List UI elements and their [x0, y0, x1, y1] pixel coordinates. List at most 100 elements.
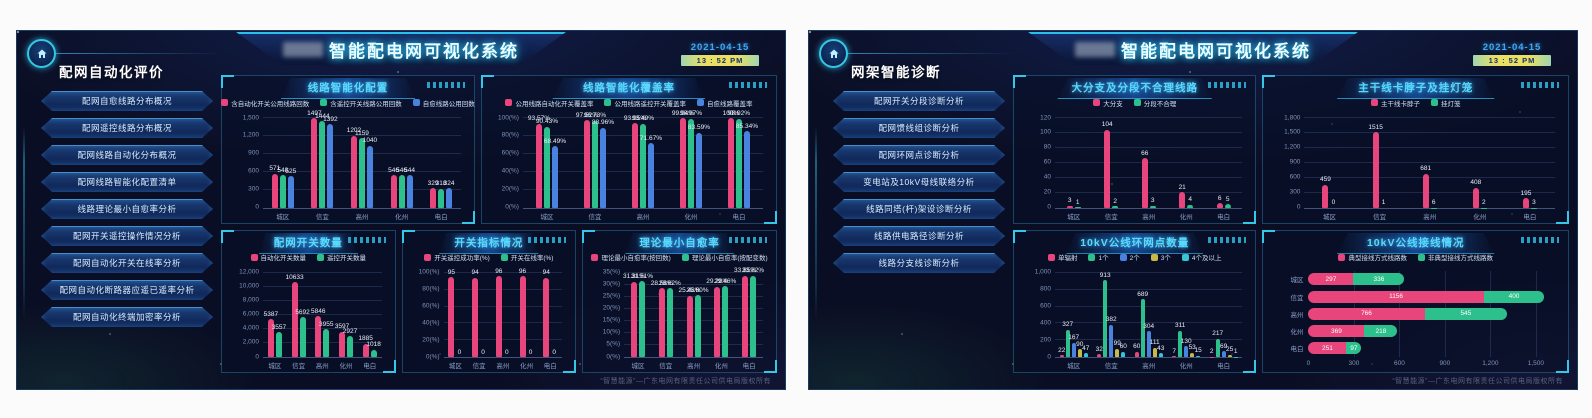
bar: 3597 — [335, 324, 349, 357]
chart-trunk-bottleneck: 主干线卡脖子及挂灯笼 主干线卡脖子 挂灯笼 0 300 600 900 1,200 1,50… — [1262, 75, 1569, 224]
bar: 130 — [1181, 338, 1192, 357]
legend-item[interactable]: 自愈线路公用回数 — [412, 98, 475, 108]
chart-line-intelligent-config: 线路智能化配置 含自动化开关公用线路回数 含遥控开关线路公用回数 自愈线路公用回数 … — [221, 75, 475, 224]
sidebar-item[interactable]: 配网馈线组诊断分析 — [833, 118, 1005, 138]
sidebar-item[interactable]: 配网环网点诊断分析 — [833, 145, 1005, 165]
legend-item[interactable]: 开关在线率(%) — [500, 252, 553, 262]
chart-legend: 大分支 分段不合理 — [1019, 97, 1250, 108]
y-tick-label: 300 — [1289, 188, 1301, 196]
sidebar-item[interactable]: 线路同塔(杆)架设诊断分析 — [833, 199, 1005, 219]
bar: 1018 — [366, 342, 381, 357]
charts-row: 线路智能化配置 含自动化开关公用线路回数 含遥控开关线路公用回数 自愈线路公用回数 … — [221, 75, 778, 224]
copyright-footer: “智慧能源”—广东电网有限责任公司供电局版权所有 — [600, 378, 771, 385]
bar-value-label: 324 — [443, 179, 455, 187]
legend-label: 含自动化开关公用线路回数 — [231, 100, 310, 108]
y-tick-label: 0 — [255, 203, 259, 211]
bar-value-label: 336 — [1373, 275, 1385, 283]
bar-groups: 3 1 104 2 66 3 21 4 6 5 — [1055, 118, 1242, 208]
legend-item[interactable]: 3个 — [1150, 252, 1171, 262]
bar: 60 — [1120, 344, 1127, 357]
sidebar-item[interactable]: 配网开关遥控操作情况分析 — [41, 226, 213, 246]
sidebar-item[interactable]: 配网线路智能化配置清单 — [41, 172, 213, 192]
sidebar-item[interactable]: 变电站及10kV母线联络分析 — [833, 172, 1005, 192]
legend-item[interactable]: 主干线卡脖子 — [1370, 98, 1420, 108]
x-tick-label: 电白 — [742, 363, 756, 370]
legend-item[interactable]: 含遥控开关线路公用回数 — [320, 98, 402, 108]
legend-item[interactable]: 分段不合理 — [1133, 98, 1176, 108]
censored-brand — [283, 42, 323, 57]
bar-value-label: 66 — [1141, 149, 1149, 157]
legend-item[interactable]: 理论最小自愈率(按回数) — [591, 252, 671, 262]
legend-item[interactable]: 单辐射 — [1047, 252, 1078, 263]
sidebar-item[interactable]: 配网自愈线路分布概况 — [41, 91, 213, 111]
sidebar-item[interactable]: 配网线路自动化分布概况 — [41, 145, 213, 165]
bar-group: 66 3 — [1141, 118, 1156, 208]
sidebar-item[interactable]: 配网自动化终端加密率分析 — [41, 307, 213, 327]
date-label: 2021-04-15 — [1482, 42, 1542, 53]
y-tick-label: 900 — [1289, 158, 1301, 166]
chart-big-branch-unreasonable: 大分支及分段不合理线路 大分支 分段不合理 0 20 40 60 80 100 120 3 1 10… — [1013, 75, 1257, 224]
legend-item[interactable]: 典型接线方式线路数 — [1338, 252, 1407, 262]
gridline — [624, 283, 763, 285]
legend-label: 单辐射 — [1057, 255, 1078, 263]
home-button[interactable] — [27, 39, 56, 68]
legend-item[interactable]: 含自动化开关公用线路回数 — [221, 98, 309, 108]
y-tick-label: 15(%) — [602, 316, 621, 324]
sidebar-item[interactable]: 线路分支线诊断分析 — [833, 253, 1005, 273]
bar-segment: 251 — [1308, 342, 1347, 355]
legend-item[interactable]: 2个 — [1119, 252, 1140, 263]
legend-item[interactable]: 公用线路遥控开关覆盖率 — [604, 98, 686, 108]
y-tick-label: 0 — [255, 352, 259, 360]
bar-value-label: 98.97% — [679, 110, 702, 118]
bar-value-label: 98.92% — [727, 110, 750, 118]
gridline — [1304, 176, 1555, 178]
bar-value-label: 5846 — [311, 307, 326, 315]
legend-item[interactable]: 开关遥控成功率(%) — [424, 252, 490, 262]
bar: 93.57% — [528, 116, 550, 208]
legend-label: 2个 — [1129, 255, 1140, 263]
sidebar-item[interactable]: 线路供电路径诊断分析 — [833, 226, 1005, 246]
bar-value-label: 3955 — [319, 320, 334, 328]
legend-item[interactable]: 1个 — [1088, 252, 1109, 262]
y-tick-label: 100 — [1040, 128, 1051, 136]
home-icon — [37, 49, 46, 58]
legend-item[interactable]: 挂灯笼 — [1430, 98, 1460, 108]
legend-swatch — [221, 99, 229, 106]
y-category-label: 高州 — [1290, 311, 1304, 319]
legend-label: 公用线路自动化开关覆盖率 — [515, 100, 594, 108]
bar-group: 60 689 304 111 43 — [1133, 273, 1164, 357]
legend-item[interactable]: 自动化开关数量 — [250, 252, 306, 262]
bar-value-label: 5387 — [263, 310, 279, 318]
bar-value-label: 29.28% — [706, 278, 729, 286]
legend-item[interactable]: 理论最小自愈率(按配变数) — [681, 252, 768, 262]
gridline — [1304, 191, 1555, 193]
x-tick-label: 高州 — [496, 363, 510, 370]
legend-item[interactable]: 遥控开关数量 — [317, 252, 366, 262]
sidebar-item[interactable]: 配网自动化断路器应遥已遥率分析 — [41, 280, 213, 300]
bar-group: 2 217 69 25 1 — [1209, 273, 1238, 357]
stacked-bar-row: 化州 369 218 — [1290, 325, 1551, 338]
bar: 90 — [1076, 341, 1083, 357]
y-category-label: 信宜 — [1290, 294, 1304, 302]
gridline — [624, 307, 763, 309]
sidebar-item[interactable]: 配网开关分段诊断分析 — [833, 91, 1005, 111]
legend-item[interactable]: 4个及以上 — [1181, 252, 1221, 262]
bar: 47 — [1082, 345, 1089, 357]
x-tick-label: 城区 — [1322, 213, 1336, 221]
sidebar-item[interactable]: 配网遥控线路分布概况 — [41, 118, 213, 138]
bar-value-label: 21 — [1178, 183, 1186, 191]
bar-value-label: 93.57% — [527, 115, 550, 123]
legend-item[interactable]: 公用线路自动化开关覆盖率 — [505, 98, 593, 108]
sidebar-item[interactable]: 线路理论最小自愈率分析 — [41, 199, 213, 219]
legend-item[interactable]: 大分支 — [1093, 98, 1123, 108]
sidebar-item[interactable]: 配网自动化开关在线率分析 — [41, 253, 213, 273]
bar: 6 — [1216, 195, 1223, 208]
x-tick-label: 600 — [1393, 360, 1405, 367]
legend-item[interactable]: 自愈线路覆盖率 — [696, 98, 752, 108]
bar: 21 — [1179, 184, 1186, 208]
legend-item[interactable]: 非典型接线方式线路数 — [1417, 252, 1493, 262]
bar: 28.62% — [659, 280, 681, 357]
y-tick-label: 0 — [1047, 203, 1051, 211]
bar-group: 7 311 130 53 15 — [1172, 273, 1202, 357]
home-button[interactable] — [819, 39, 848, 68]
